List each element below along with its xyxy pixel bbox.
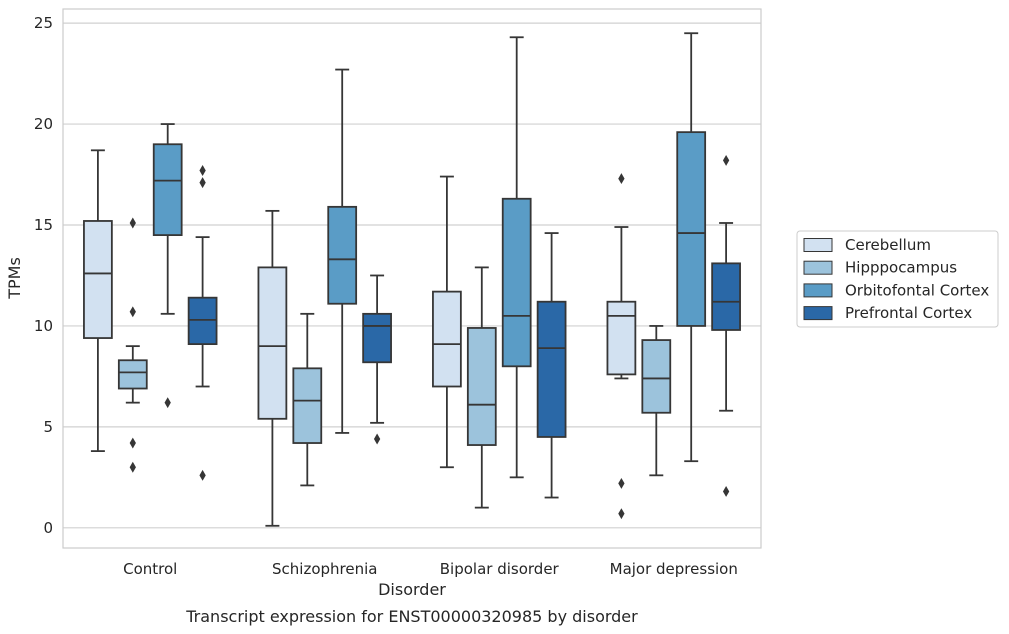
box-cerebellum (432, 175, 462, 469)
y-tick-label: 0 (43, 519, 53, 537)
box-cerebellum (257, 209, 288, 527)
iqr-box (152, 143, 183, 236)
legend-swatch (803, 238, 833, 252)
iqr-box (83, 220, 113, 339)
box-hipppocampus (292, 312, 323, 487)
box-orbitofontal-cortex (676, 32, 707, 463)
iqr-box (466, 327, 497, 446)
iqr-box (362, 312, 392, 364)
outlier-point (129, 437, 136, 449)
legend-label: Hipppocampus (845, 259, 957, 277)
legend-label: Cerebellum (845, 236, 931, 254)
iqr-box (641, 339, 672, 414)
outlier-point (373, 433, 381, 445)
outlier-point (129, 461, 136, 473)
y-tick-label: 10 (34, 317, 53, 335)
iqr-box (327, 205, 358, 305)
box-prefrontal-cortex (362, 274, 392, 445)
legend-swatch (803, 260, 833, 275)
box-cerebellum (606, 173, 637, 520)
iqr-box (117, 359, 148, 390)
iqr-box (292, 367, 323, 444)
box-prefrontal-cortex (187, 165, 218, 481)
box-orbitofontal-cortex (327, 68, 358, 434)
iqr-box (606, 300, 637, 376)
figure-caption: Transcript expression for ENST0000032098… (185, 607, 638, 626)
outlier-point (129, 217, 136, 229)
y-axis-title: TPMs (5, 257, 24, 300)
y-tick-labels: 0 5 10 15 20 25 (34, 14, 53, 537)
iqr-box (187, 296, 218, 346)
legend: Cerebellum Hipppocampus Orbitofontal Corte… (796, 230, 999, 328)
y-tick-label: 25 (34, 14, 53, 32)
x-tick-label: Bipolar disorder (440, 560, 560, 578)
box-hipppocampus (641, 325, 672, 477)
x-axis-title: Disorder (378, 580, 446, 599)
outlier-point (618, 477, 625, 489)
outlier-point (618, 173, 625, 185)
outlier-point (199, 177, 206, 189)
legend-swatch (803, 283, 833, 298)
legend-label: Prefrontal Cortex (845, 304, 972, 322)
outlier-point (618, 508, 625, 520)
x-tick-labels: Control Schizophrenia Bipolar disorder Majo… (123, 560, 738, 578)
y-tick-label: 5 (43, 418, 53, 436)
legend-frame (796, 230, 999, 328)
iqr-box (536, 300, 567, 438)
iqr-box (711, 262, 741, 331)
outlier-point (722, 486, 730, 497)
box-orbitofontal-cortex (152, 123, 183, 409)
outlier-point (129, 306, 136, 318)
plot-area-frame (62, 8, 762, 549)
y-tick-label: 15 (34, 216, 53, 234)
x-tick-label: Control (123, 560, 177, 578)
box-cerebellum (83, 149, 113, 453)
iqr-box (501, 197, 532, 368)
iqr-box (257, 266, 288, 420)
outlier-point (722, 154, 730, 166)
legend-swatch (803, 306, 833, 321)
outlier-point (164, 397, 171, 409)
box-hipppocampus (466, 266, 497, 509)
iqr-box (676, 131, 707, 327)
boxes-layer (83, 32, 741, 527)
box-hipppocampus (117, 217, 148, 473)
x-tick-label: Schizophrenia (272, 560, 377, 578)
outlier-point (199, 469, 206, 481)
box-prefrontal-cortex (536, 232, 567, 499)
outlier-point (199, 165, 206, 176)
y-tick-label: 20 (34, 115, 53, 133)
box-orbitofontal-cortex (501, 36, 532, 479)
legend-label: Orbitofontal Cortex (845, 281, 989, 299)
box-prefrontal-cortex (711, 154, 741, 497)
x-tick-label: Major depression (610, 560, 738, 578)
iqr-box (432, 290, 462, 388)
